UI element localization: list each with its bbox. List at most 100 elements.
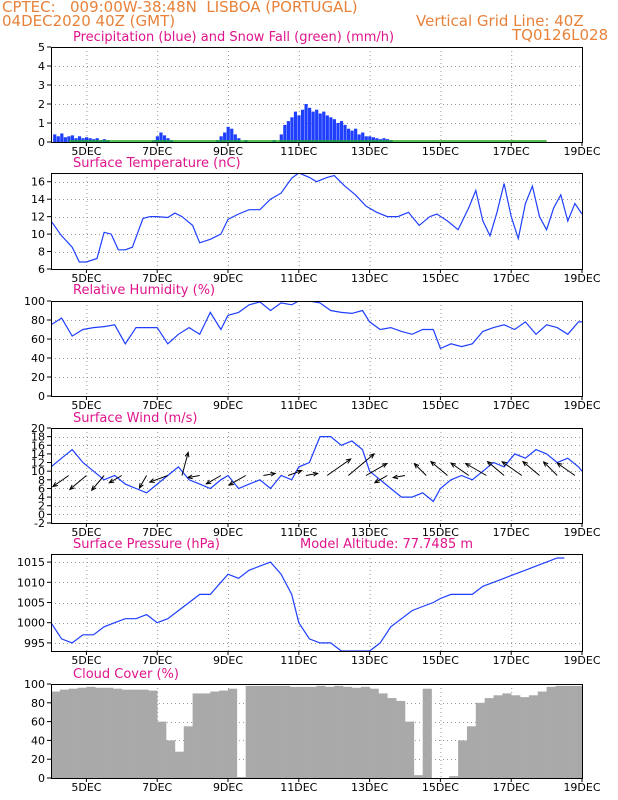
cloud-bar xyxy=(130,689,140,778)
precip-bar xyxy=(233,134,237,142)
wind-arrow-head xyxy=(381,462,388,468)
cloud-bar xyxy=(493,695,503,778)
precip-bar xyxy=(293,111,298,142)
wind-arrow-head xyxy=(227,480,235,486)
cloud-bar xyxy=(289,686,300,778)
cloud-bar xyxy=(121,689,131,778)
precip-bar xyxy=(290,117,294,142)
x-tick-label: 17DEC xyxy=(493,781,530,794)
x-tick-label: 19DEC xyxy=(563,145,600,158)
cloud-bar xyxy=(307,686,317,778)
precip-bar xyxy=(88,138,92,142)
y-tick-label: 4 xyxy=(38,60,45,73)
cloud-bar xyxy=(528,695,539,778)
y-tick-label: 1015 xyxy=(17,556,45,569)
precip-bar xyxy=(85,137,89,142)
wind-arrow-head xyxy=(108,478,115,484)
y-tick-label: 12 xyxy=(31,211,45,224)
cloud-bar xyxy=(148,690,158,778)
panel-title: Cloud Cover (%) xyxy=(73,667,179,682)
y-tick-label: 0 xyxy=(38,772,45,785)
cloud-bar xyxy=(325,686,335,778)
wind-arrow-head xyxy=(186,474,193,480)
wind-arrow-head xyxy=(270,471,277,477)
precip-bar xyxy=(368,136,372,142)
cloud-bar xyxy=(174,751,185,778)
cloud-bar xyxy=(183,726,193,778)
wind-arrow-head xyxy=(138,482,144,490)
wind-arrow xyxy=(149,475,168,483)
cloud-bar xyxy=(511,695,521,778)
precip-bar xyxy=(219,136,223,142)
x-tick-label: 9DEC xyxy=(213,145,243,158)
cloud-bar xyxy=(475,702,485,778)
plot-area xyxy=(51,436,582,503)
y-tick-label: 8 xyxy=(38,246,45,259)
y-tick-label: 3 xyxy=(38,79,45,92)
y-tick-label: 4 xyxy=(38,491,45,504)
precip-bar xyxy=(162,135,167,142)
precip-bar xyxy=(325,115,329,142)
precip-bar xyxy=(60,133,64,142)
panel-subtitle: Model Altitude: 77.7485 m xyxy=(300,537,473,552)
grid xyxy=(51,47,583,142)
wind-arrow-head xyxy=(413,462,420,469)
cloud-bar xyxy=(219,690,229,778)
precip-bar xyxy=(304,104,308,142)
wind-arrow xyxy=(348,453,375,476)
y-tick-label: 1005 xyxy=(17,597,45,610)
cloud-bar xyxy=(59,689,69,778)
x-tick-label: 15DEC xyxy=(422,526,459,539)
wind-arrow xyxy=(430,461,448,476)
chart-header: CPTEC: 009:00W-38:48N LISBOA (PORTUGAL) … xyxy=(0,0,618,46)
cloud-bar xyxy=(458,740,468,778)
wind-arrow-head xyxy=(464,462,471,468)
precip-bar xyxy=(308,107,312,142)
y-tick-label: 2 xyxy=(38,500,45,513)
series-line xyxy=(51,436,582,503)
precip-bar xyxy=(63,137,67,142)
x-tick-label: 19DEC xyxy=(563,526,600,539)
wind-arrow xyxy=(138,475,148,489)
precip-bar xyxy=(350,130,354,142)
y-tick-label: 10 xyxy=(31,465,45,478)
panel-title: Surface Temperature (nC) xyxy=(73,156,241,171)
precip-bar xyxy=(297,115,301,142)
cloud-bar xyxy=(573,685,582,778)
cloud-bar xyxy=(396,700,406,778)
y-tick-label: 100 xyxy=(24,678,45,691)
wind-arrow-head xyxy=(184,451,190,458)
wind-arrow-head xyxy=(391,474,399,480)
plot-area xyxy=(51,557,565,651)
cloud-bar xyxy=(520,697,530,778)
cloud-bar xyxy=(210,691,220,778)
precip-bar xyxy=(339,121,344,142)
cloud-bar xyxy=(378,693,388,778)
cloud-bar xyxy=(77,687,87,778)
wind-arrow xyxy=(109,475,123,484)
x-tick-label: 19DEC xyxy=(563,272,600,285)
y-tick-label: 8 xyxy=(38,474,45,487)
precip-bar xyxy=(357,134,361,142)
precip-bar xyxy=(311,111,315,142)
panel-title: Precipitation (blue) and Snow Fall (gree… xyxy=(73,30,394,45)
plot-area xyxy=(51,173,582,263)
precip-bar xyxy=(226,126,230,142)
cloud-bar xyxy=(466,726,477,778)
precip-bar xyxy=(223,132,227,142)
wind-arrow xyxy=(414,463,427,476)
panel-frame xyxy=(51,428,583,524)
x-tick-label: 9DEC xyxy=(213,526,243,539)
x-tick-label: 19DEC xyxy=(563,781,600,794)
precip-bar xyxy=(81,138,85,142)
x-tick-label: 11DEC xyxy=(280,145,317,158)
cloud-bar xyxy=(564,685,574,778)
wind-arrow xyxy=(393,475,406,479)
precip-bar xyxy=(354,128,358,142)
y-tick-label: 0 xyxy=(38,136,45,149)
x-tick-label: 15DEC xyxy=(422,272,459,285)
run-code: TQ0126L028 xyxy=(512,26,609,44)
y-tick-label: 1010 xyxy=(17,576,45,589)
wind-arrow xyxy=(288,470,302,476)
wind-arrow-head xyxy=(449,462,457,468)
